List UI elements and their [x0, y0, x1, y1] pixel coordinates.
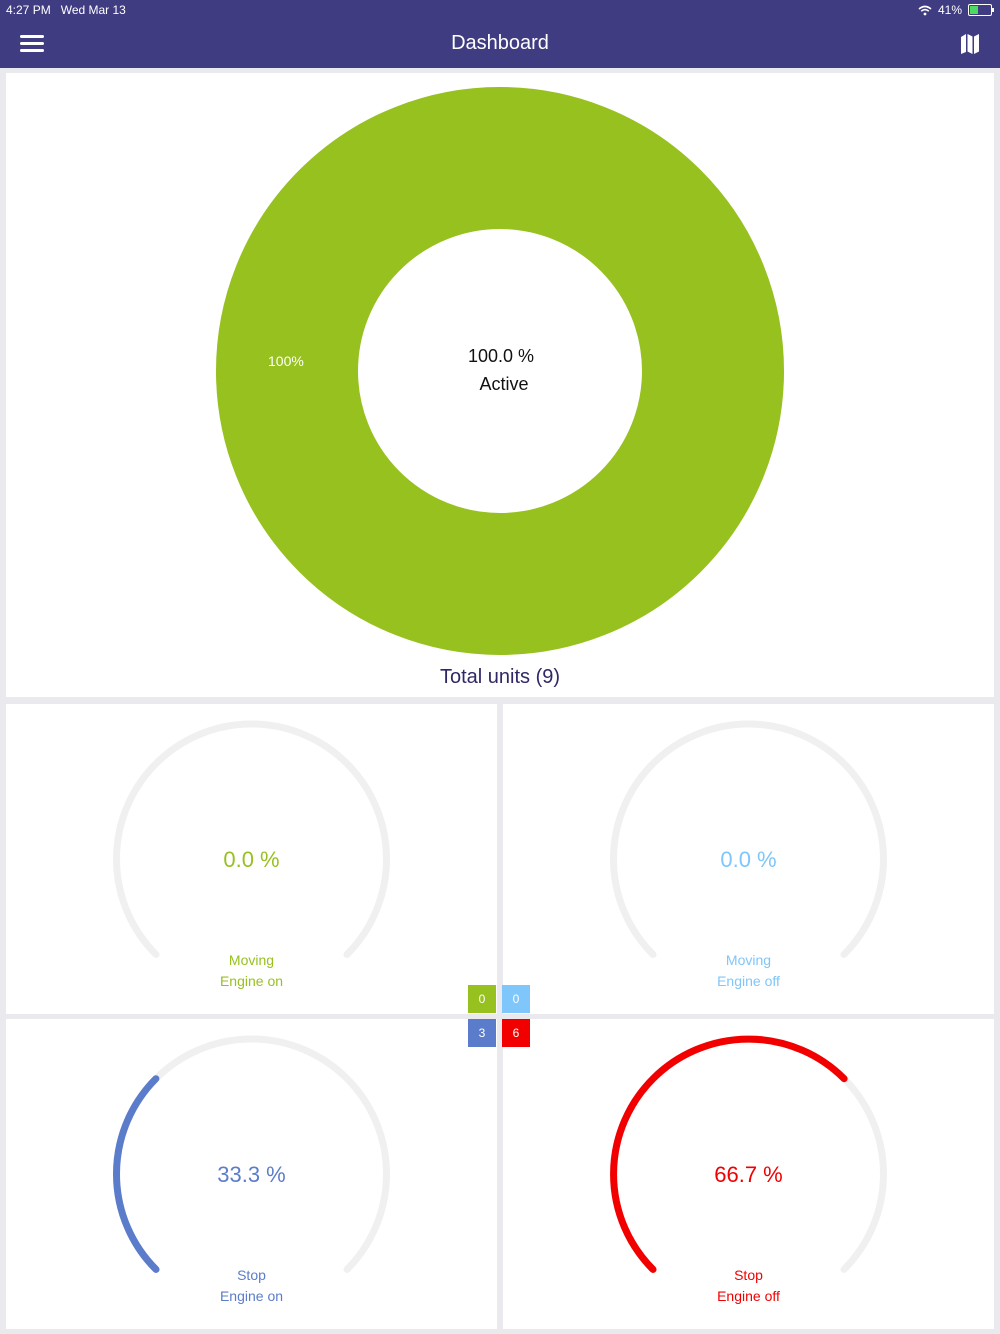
gauge-track [610, 720, 887, 958]
gauge-dial [113, 720, 390, 958]
donut-chart [216, 87, 784, 655]
donut-slice-label: 100% [268, 353, 304, 369]
legend-count-stop-engine-on[interactable]: 3 [468, 1019, 496, 1047]
gauge-label-line1: Stop [237, 1267, 266, 1283]
gauge-dial [610, 720, 887, 958]
gauge-label-line1: Moving [725, 952, 772, 968]
battery-percent: 41% [937, 3, 962, 17]
legend-count-moving-engine-on[interactable]: 0 [468, 985, 496, 1013]
map-icon[interactable] [960, 33, 980, 55]
legend-count-stop-engine-off[interactable]: 6 [502, 1019, 530, 1047]
status-time: 4:27 PM [6, 3, 51, 17]
gauge-label-line1: Moving [228, 952, 275, 968]
page-title: Dashboard [451, 32, 549, 54]
gauge-value: 33.3 % [217, 1162, 286, 1187]
gauge-value: 0.0 % [720, 847, 777, 872]
gauge-moving-engine-off: 0.0 % Moving Engine off [503, 704, 994, 1014]
total-units-label: Total units (9) [439, 666, 561, 688]
gauge-fill [610, 1035, 848, 1273]
donut-status: Active [479, 374, 529, 394]
battery-charging-icon [968, 4, 994, 16]
gauge-moving-engine-on: 0.0 % Moving Engine on [6, 704, 497, 1014]
hamburger-menu-icon[interactable] [20, 35, 44, 53]
gauge-track [113, 1035, 390, 1273]
legend-count-moving-engine-off[interactable]: 0 [502, 985, 530, 1013]
gauge-track [113, 720, 390, 958]
gauge-label-line1: Stop [734, 1267, 763, 1283]
gauge-fill [113, 1075, 160, 1273]
gauge-value: 0.0 % [223, 847, 280, 872]
navigation-bar: Dashboard [0, 20, 1000, 68]
wifi-icon [918, 5, 932, 15]
gauge-dial [610, 1035, 887, 1273]
gauge-stop-engine-off: 66.7 % Stop Engine off [503, 1019, 994, 1329]
gauge-stop-engine-on: 33.3 % Stop Engine on [6, 1019, 497, 1329]
status-date: Wed Mar 13 [60, 3, 126, 17]
status-bar: 4:27 PM Wed Mar 13 41% [0, 0, 1000, 20]
gauge-label-line2: Engine on [219, 1288, 284, 1304]
donut-slice-active [216, 87, 784, 655]
gauge-label-line2: Engine off [717, 1288, 780, 1304]
active-units-card: 100% 100.0 % Active Total units (9) [6, 73, 994, 697]
status-indicators: 41% [918, 3, 994, 17]
donut-percent: 100.0 % [467, 346, 535, 366]
gauge-value: 66.7 % [714, 1162, 783, 1187]
status-time-date: 4:27 PM Wed Mar 13 [6, 3, 126, 17]
gauge-dial [113, 1035, 390, 1273]
gauge-label-line2: Engine on [219, 973, 284, 989]
gauge-label-line2: Engine off [717, 973, 780, 989]
